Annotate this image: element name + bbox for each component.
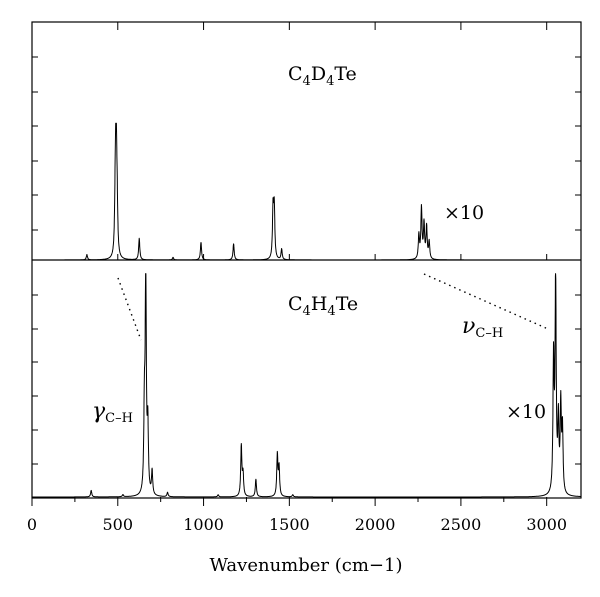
x-tick-label: 1500 bbox=[269, 515, 310, 534]
x-tick-label: 2000 bbox=[355, 515, 396, 534]
x-tick-label: 2500 bbox=[441, 515, 482, 534]
x-tick-label: 0 bbox=[27, 515, 37, 534]
x-tick-label: 500 bbox=[103, 515, 134, 534]
spectrum-line-C4D4Te bbox=[31, 122, 582, 261]
nu-correlation-line bbox=[423, 273, 549, 330]
x-tick-label: 3000 bbox=[526, 515, 567, 534]
gamma-correlation-line bbox=[117, 277, 142, 341]
top-panel-label: C4D4Te bbox=[288, 63, 357, 89]
x-tick-labels: 0 500 1000 1500 2000 2500 3000 bbox=[27, 515, 567, 534]
nu-ch-label: νC–H bbox=[462, 314, 503, 341]
x-axis-title: Wavenumber (cm−1) bbox=[210, 555, 403, 576]
spectrum-line-C4H4Te bbox=[31, 273, 582, 498]
x-tick-label: 1000 bbox=[183, 515, 224, 534]
bottom-panel-label: C4H4Te bbox=[288, 293, 358, 319]
top-scale-note: ×10 bbox=[444, 202, 484, 224]
gamma-ch-label: γC–H bbox=[92, 399, 133, 426]
axis-ticks bbox=[31, 22, 581, 506]
bottom-scale-note: ×10 bbox=[506, 401, 546, 423]
